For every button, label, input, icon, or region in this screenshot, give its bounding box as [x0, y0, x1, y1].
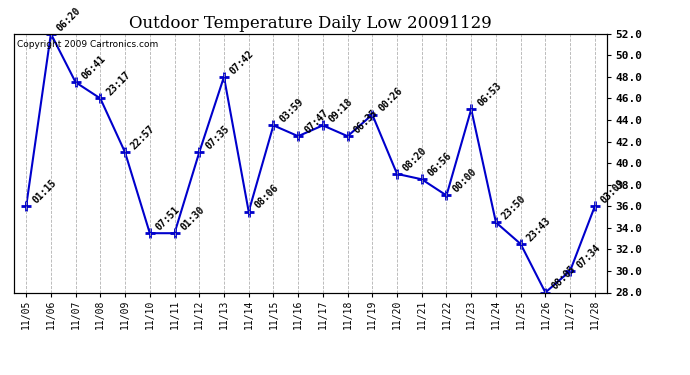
Text: 09:18: 09:18 — [327, 97, 355, 124]
Text: 08:05: 08:05 — [549, 264, 578, 292]
Text: 00:00: 00:00 — [451, 167, 478, 195]
Text: 23:50: 23:50 — [500, 194, 528, 222]
Text: 08:06: 08:06 — [253, 183, 281, 211]
Text: 06:35: 06:35 — [352, 108, 380, 135]
Title: Outdoor Temperature Daily Low 20091129: Outdoor Temperature Daily Low 20091129 — [129, 15, 492, 32]
Text: 01:15: 01:15 — [30, 178, 58, 206]
Text: 06:20: 06:20 — [55, 5, 83, 33]
Text: 07:47: 07:47 — [302, 108, 330, 135]
Text: 06:53: 06:53 — [475, 81, 503, 108]
Text: 07:42: 07:42 — [228, 48, 256, 76]
Text: 01:30: 01:30 — [179, 205, 206, 232]
Text: 07:35: 07:35 — [204, 124, 231, 152]
Text: 23:43: 23:43 — [525, 215, 553, 243]
Text: 06:41: 06:41 — [80, 54, 108, 81]
Text: 06:56: 06:56 — [426, 151, 454, 178]
Text: 07:34: 07:34 — [574, 242, 602, 270]
Text: 23:17: 23:17 — [104, 70, 132, 98]
Text: 08:20: 08:20 — [401, 145, 429, 173]
Text: 07:51: 07:51 — [154, 205, 181, 232]
Text: 03:59: 03:59 — [277, 97, 306, 124]
Text: Copyright 2009 Cartronics.com: Copyright 2009 Cartronics.com — [17, 40, 158, 49]
Text: 03:09: 03:09 — [599, 178, 627, 206]
Text: 00:26: 00:26 — [377, 86, 404, 114]
Text: 22:57: 22:57 — [129, 124, 157, 152]
